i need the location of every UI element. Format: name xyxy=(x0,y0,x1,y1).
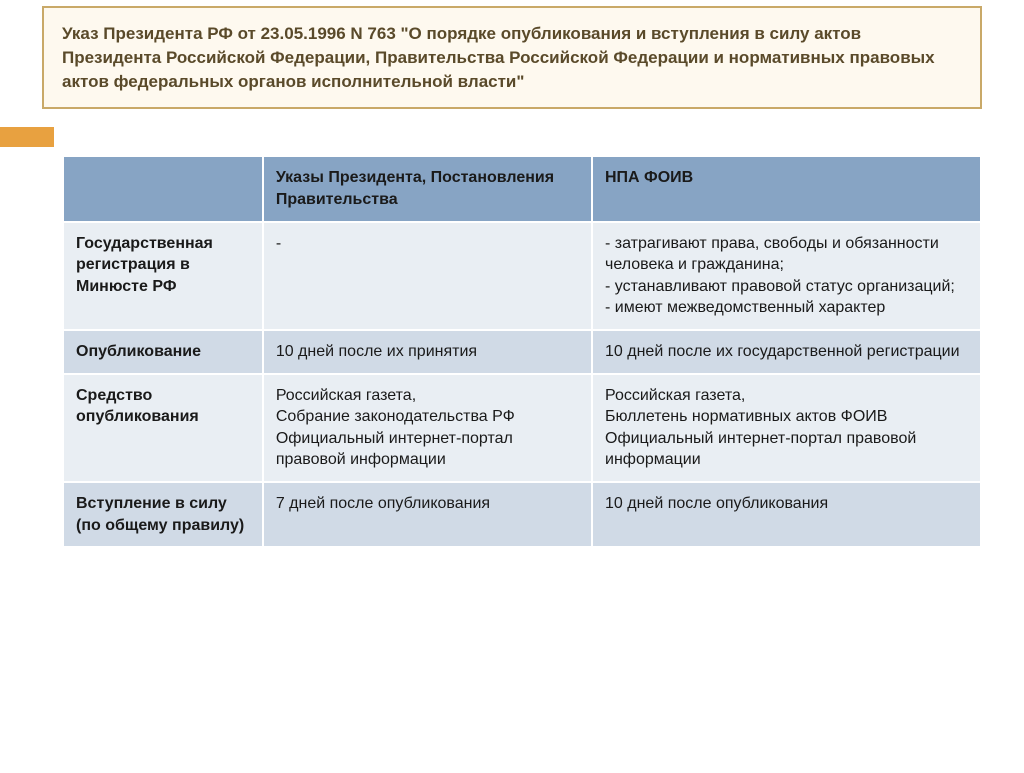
row-col2: 7 дней после опубликования xyxy=(263,482,592,547)
table-row: Вступление в силу (по общему правилу) 7 … xyxy=(63,482,981,547)
accent-bar xyxy=(0,127,54,147)
header-col2: Указы Президента, Постановления Правител… xyxy=(263,156,592,221)
table-row: Опубликование 10 дней после их принятия … xyxy=(63,330,981,374)
row-label: Вступление в силу (по общему правилу) xyxy=(63,482,263,547)
table-header-row: Указы Президента, Постановления Правител… xyxy=(63,156,981,221)
row-col2: Российская газета, Собрание законодатель… xyxy=(263,374,592,482)
table-row: Государственная регистрация в Минюсте РФ… xyxy=(63,222,981,330)
row-col3: 10 дней после их государственной регистр… xyxy=(592,330,981,374)
row-col3: Российская газета, Бюллетень нормативных… xyxy=(592,374,981,482)
row-col2: 10 дней после их принятия xyxy=(263,330,592,374)
row-label: Опубликование xyxy=(63,330,263,374)
row-label: Средство опубликования xyxy=(63,374,263,482)
row-col3: 10 дней после опубликования xyxy=(592,482,981,547)
table-row: Средство опубликования Российская газета… xyxy=(63,374,981,482)
row-col3: - затрагивают права, свободы и обязаннос… xyxy=(592,222,981,330)
document-title: Указ Президента РФ от 23.05.1996 N 763 "… xyxy=(42,6,982,109)
comparison-table: Указы Президента, Постановления Правител… xyxy=(62,155,982,548)
row-col2: - xyxy=(263,222,592,330)
header-col3: НПА ФОИВ xyxy=(592,156,981,221)
row-label: Государственная регистрация в Минюсте РФ xyxy=(63,222,263,330)
header-col1 xyxy=(63,156,263,221)
